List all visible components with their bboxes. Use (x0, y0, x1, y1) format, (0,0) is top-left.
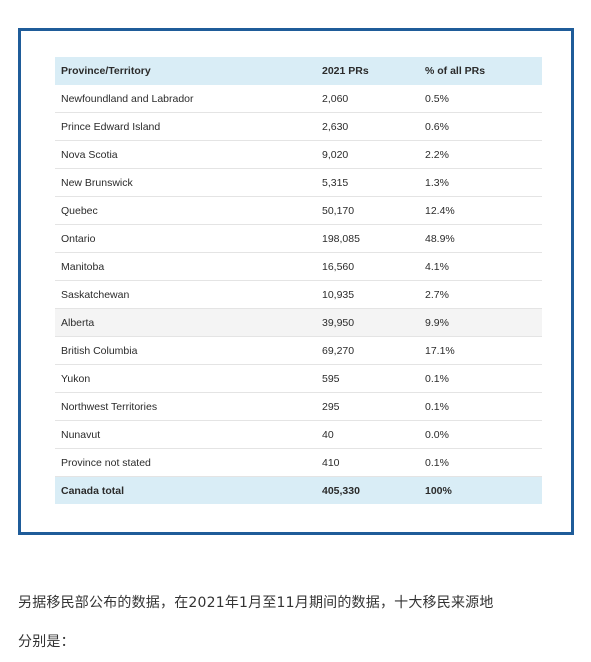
cell-percent: 4.1% (419, 252, 542, 281)
paragraph-line-2: 分别是： (18, 634, 75, 650)
cell-prs: 9,020 (316, 140, 419, 169)
pr-by-province-table: Province/Territory 2021 PRs % of all PRs… (55, 57, 542, 504)
cell-prs: 595 (316, 364, 419, 393)
table-row: New Brunswick 5,315 1.3% (55, 168, 542, 197)
cell-prs: 198,085 (316, 224, 419, 253)
table-row: Yukon 595 0.1% (55, 364, 542, 393)
table-row: British Columbia 69,270 17.1% (55, 336, 542, 365)
cell-province: Northwest Territories (55, 392, 316, 421)
header-prs: 2021 PRs (316, 57, 419, 85)
table-row: Quebec 50,170 12.4% (55, 196, 542, 225)
table-row: Northwest Territories 295 0.1% (55, 392, 542, 421)
cell-province: Yukon (55, 364, 316, 393)
table-header-row: Province/Territory 2021 PRs % of all PRs (55, 57, 542, 85)
cell-percent: 0.1% (419, 364, 542, 393)
cell-percent: 2.2% (419, 140, 542, 169)
table-row: Nova Scotia 9,020 2.2% (55, 140, 542, 169)
table-row: Manitoba 16,560 4.1% (55, 252, 542, 281)
cell-percent: 12.4% (419, 196, 542, 225)
cell-prs: 69,270 (316, 336, 419, 365)
cell-percent: 0.5% (419, 84, 542, 113)
cell-prs: 410 (316, 448, 419, 477)
cell-percent: 0.1% (419, 392, 542, 421)
table-row: Ontario 198,085 48.9% (55, 224, 542, 253)
cell-province: Nova Scotia (55, 140, 316, 169)
cell-province: Quebec (55, 196, 316, 225)
cell-percent: 1.3% (419, 168, 542, 197)
cell-percent: 0.6% (419, 112, 542, 141)
cell-percent: 0.0% (419, 420, 542, 449)
table-image-frame: Province/Territory 2021 PRs % of all PRs… (18, 28, 574, 535)
cell-percent: 0.1% (419, 448, 542, 477)
cell-percent: 2.7% (419, 280, 542, 309)
cell-province: Alberta (55, 308, 316, 337)
cell-province: Province not stated (55, 448, 316, 477)
table-row: Nunavut 40 0.0% (55, 420, 542, 449)
cell-prs: 50,170 (316, 196, 419, 225)
cell-prs: 2,060 (316, 84, 419, 113)
cell-percent: 9.9% (419, 308, 542, 337)
table-row: Prince Edward Island 2,630 0.6% (55, 112, 542, 141)
cell-province: Prince Edward Island (55, 112, 316, 141)
cell-percent: 48.9% (419, 224, 542, 253)
total-percent: 100% (425, 484, 452, 497)
cell-province: Saskatchewan (55, 280, 316, 309)
cell-province: New Brunswick (55, 168, 316, 197)
table-row: Saskatchewan 10,935 2.7% (55, 280, 542, 309)
cell-province: Nunavut (55, 420, 316, 449)
cell-prs: 5,315 (316, 168, 419, 197)
cell-prs: 2,630 (316, 112, 419, 141)
table-row: Province not stated 410 0.1% (55, 448, 542, 477)
total-label: Canada total (61, 484, 125, 497)
header-percent: % of all PRs (419, 57, 542, 85)
cell-province: Ontario (55, 224, 316, 253)
cell-prs: 40 (316, 420, 419, 449)
table-row: Alberta 39,950 9.9% (55, 308, 542, 337)
cell-prs: 10,935 (316, 280, 419, 309)
cell-prs: 39,950 (316, 308, 419, 337)
paragraph-line-1: 另据移民部公布的数据，在2021年1月至11月期间的数据，十大移民来源地 (18, 595, 494, 611)
cell-percent: 17.1% (419, 336, 542, 365)
table-row: Newfoundland and Labrador 2,060 0.5% (55, 84, 542, 113)
table-total-row: Canada total 405,330 100% (55, 476, 542, 504)
cell-province: Newfoundland and Labrador (55, 84, 316, 113)
header-province: Province/Territory (55, 57, 316, 85)
cell-province: British Columbia (55, 336, 316, 365)
article-paragraph: 另据移民部公布的数据，在2021年1月至11月期间的数据，十大移民来源地 分别是… (18, 584, 578, 662)
cell-prs: 295 (316, 392, 419, 421)
cell-prs: 16,560 (316, 252, 419, 281)
cell-province: Manitoba (55, 252, 316, 281)
total-prs: 405,330 (322, 484, 360, 497)
